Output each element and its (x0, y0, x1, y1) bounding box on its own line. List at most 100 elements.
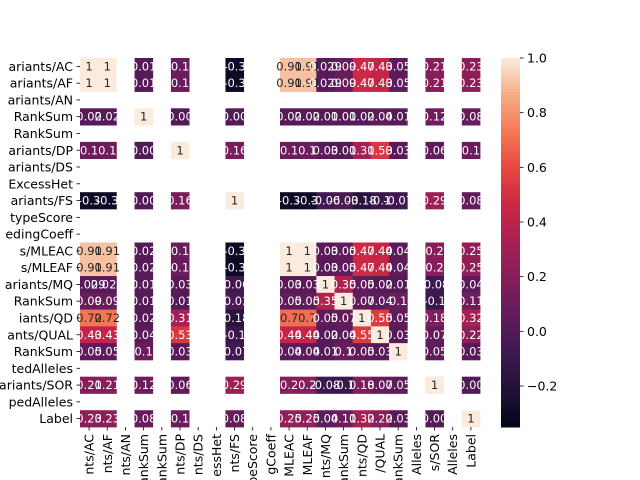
cell-annotation: 0.35 (331, 277, 357, 291)
cell-annotation: 0.02 (276, 110, 302, 124)
row-tick-label: typeScore (10, 210, 73, 225)
colorbar-segment (501, 137, 520, 142)
cell-annotation: 0.05 (385, 311, 411, 325)
heatmap-cell (170, 141, 190, 160)
heatmap-cell (80, 276, 99, 294)
heatmap-cell (352, 376, 372, 394)
heatmap-cell (98, 410, 117, 428)
cell-annotation: 0.1 (389, 294, 407, 308)
heatmap-cell (98, 74, 117, 92)
colorbar-segment (501, 300, 520, 305)
colorbar-segment (501, 337, 520, 342)
colorbar-segment (501, 73, 520, 77)
heatmap-cell (280, 309, 299, 327)
heatmap-cells (80, 58, 481, 428)
heatmap-cell (98, 292, 117, 310)
heatmap-cell (389, 141, 408, 160)
cell-annotation: 0.72 (94, 311, 120, 325)
cell-annotation: 0.47 (349, 261, 375, 275)
cell-annotation: 0.08 (458, 110, 484, 124)
cell-annotation: -0.3 (223, 244, 245, 258)
cell-annotation: -0.08 (311, 378, 341, 392)
heatmap-cell (280, 58, 299, 76)
colorbar-segment (501, 177, 520, 182)
heatmap-cell (98, 376, 117, 394)
heatmap-cell (98, 192, 117, 210)
row-tick-label: s/MLEAF (21, 260, 73, 275)
cell-annotation: 0.01 (385, 277, 411, 291)
heatmap-cell (280, 108, 299, 126)
colorbar-segment (501, 131, 520, 136)
heatmap-cell (425, 309, 445, 327)
column-tick-label: nts/DP (173, 434, 188, 475)
cell-annotation: 0.29 (222, 378, 248, 392)
heatmap-cell (425, 343, 445, 361)
colorbar-segment (501, 193, 520, 197)
cell-annotation: 0.05 (276, 294, 302, 308)
cell-annotation: 0.01 (331, 110, 357, 124)
cell-annotation: 1 (85, 76, 92, 90)
cell-annotation: 0.03 (167, 345, 193, 359)
cell-annotation: 0.01 (131, 294, 157, 308)
colorbar-segment (501, 205, 520, 210)
heatmap-cell (80, 376, 99, 394)
cell-annotation: 0.04 (131, 328, 157, 342)
colorbar-segment (501, 116, 520, 120)
heatmap-cell (225, 292, 245, 310)
cell-annotation: 0.31 (349, 143, 375, 157)
colorbar-segment (501, 58, 520, 62)
column-tick-label: /QUAL (373, 434, 388, 473)
cell-annotation: 0.03 (313, 143, 339, 157)
heatmap-cell (298, 141, 317, 160)
cell-annotation: 0.21 (422, 59, 448, 73)
colorbar-tick-label: 0.2 (527, 269, 547, 284)
colorbar-segment (501, 347, 520, 351)
cell-annotation: 0.22 (367, 412, 393, 426)
cell-annotation: 0.91 (76, 244, 102, 258)
colorbar-segment (501, 147, 520, 151)
colorbar-tick-label: 0.0 (527, 324, 547, 339)
heatmap-cell (134, 74, 154, 92)
cell-annotation: 0.00 (131, 143, 157, 157)
colorbar-segment (501, 310, 520, 314)
cell-annotation: 0.1 (171, 261, 189, 275)
colorbar-segment (501, 273, 520, 277)
colorbar-segment (501, 171, 520, 176)
cell-annotation: 0.2 (425, 261, 443, 275)
cell-annotation: 0.53 (167, 328, 193, 342)
heatmap-cell (316, 108, 335, 126)
heatmap-cell (280, 74, 299, 92)
cell-annotation: 1 (467, 412, 474, 426)
colorbar-segment (501, 82, 520, 87)
cell-annotation: 0.1 (171, 244, 189, 258)
cell-annotation: 1 (285, 244, 292, 258)
colorbar-segment (501, 236, 520, 240)
cell-annotation: 0.11 (331, 412, 357, 426)
colorbar-segment (501, 104, 520, 108)
cell-annotation: 0.43 (94, 328, 120, 342)
cell-annotation: 0.03 (385, 328, 411, 342)
row-tick-label: RankSum (14, 126, 73, 141)
colorbar-segment (501, 380, 520, 385)
colorbar-segment (501, 144, 520, 148)
cell-annotation: 0.29 (422, 194, 448, 208)
heatmap-cell (334, 343, 354, 361)
column-tick-label: nts/DS (191, 434, 206, 475)
colorbar-segment (501, 420, 520, 425)
heatmap-cell (298, 276, 317, 294)
colorbar-segment (501, 328, 520, 333)
heatmap-cell (316, 343, 335, 361)
cell-annotation: 0.09 (76, 294, 102, 308)
heatmap-cell (334, 192, 354, 210)
colorbar-segment (501, 217, 520, 222)
cell-annotation: 0.16 (167, 194, 193, 208)
heatmap-cell (134, 192, 154, 210)
cell-annotation: 0.23 (458, 59, 484, 73)
cell-annotation: 0.04 (294, 345, 320, 359)
cell-annotation: 0.91 (94, 244, 120, 258)
heatmap-cell (170, 410, 190, 428)
colorbar-segment (501, 187, 520, 191)
cell-annotation: 0.1 (280, 143, 298, 157)
heatmap-cell (280, 410, 299, 428)
cell-annotation: -0.3 (278, 194, 300, 208)
